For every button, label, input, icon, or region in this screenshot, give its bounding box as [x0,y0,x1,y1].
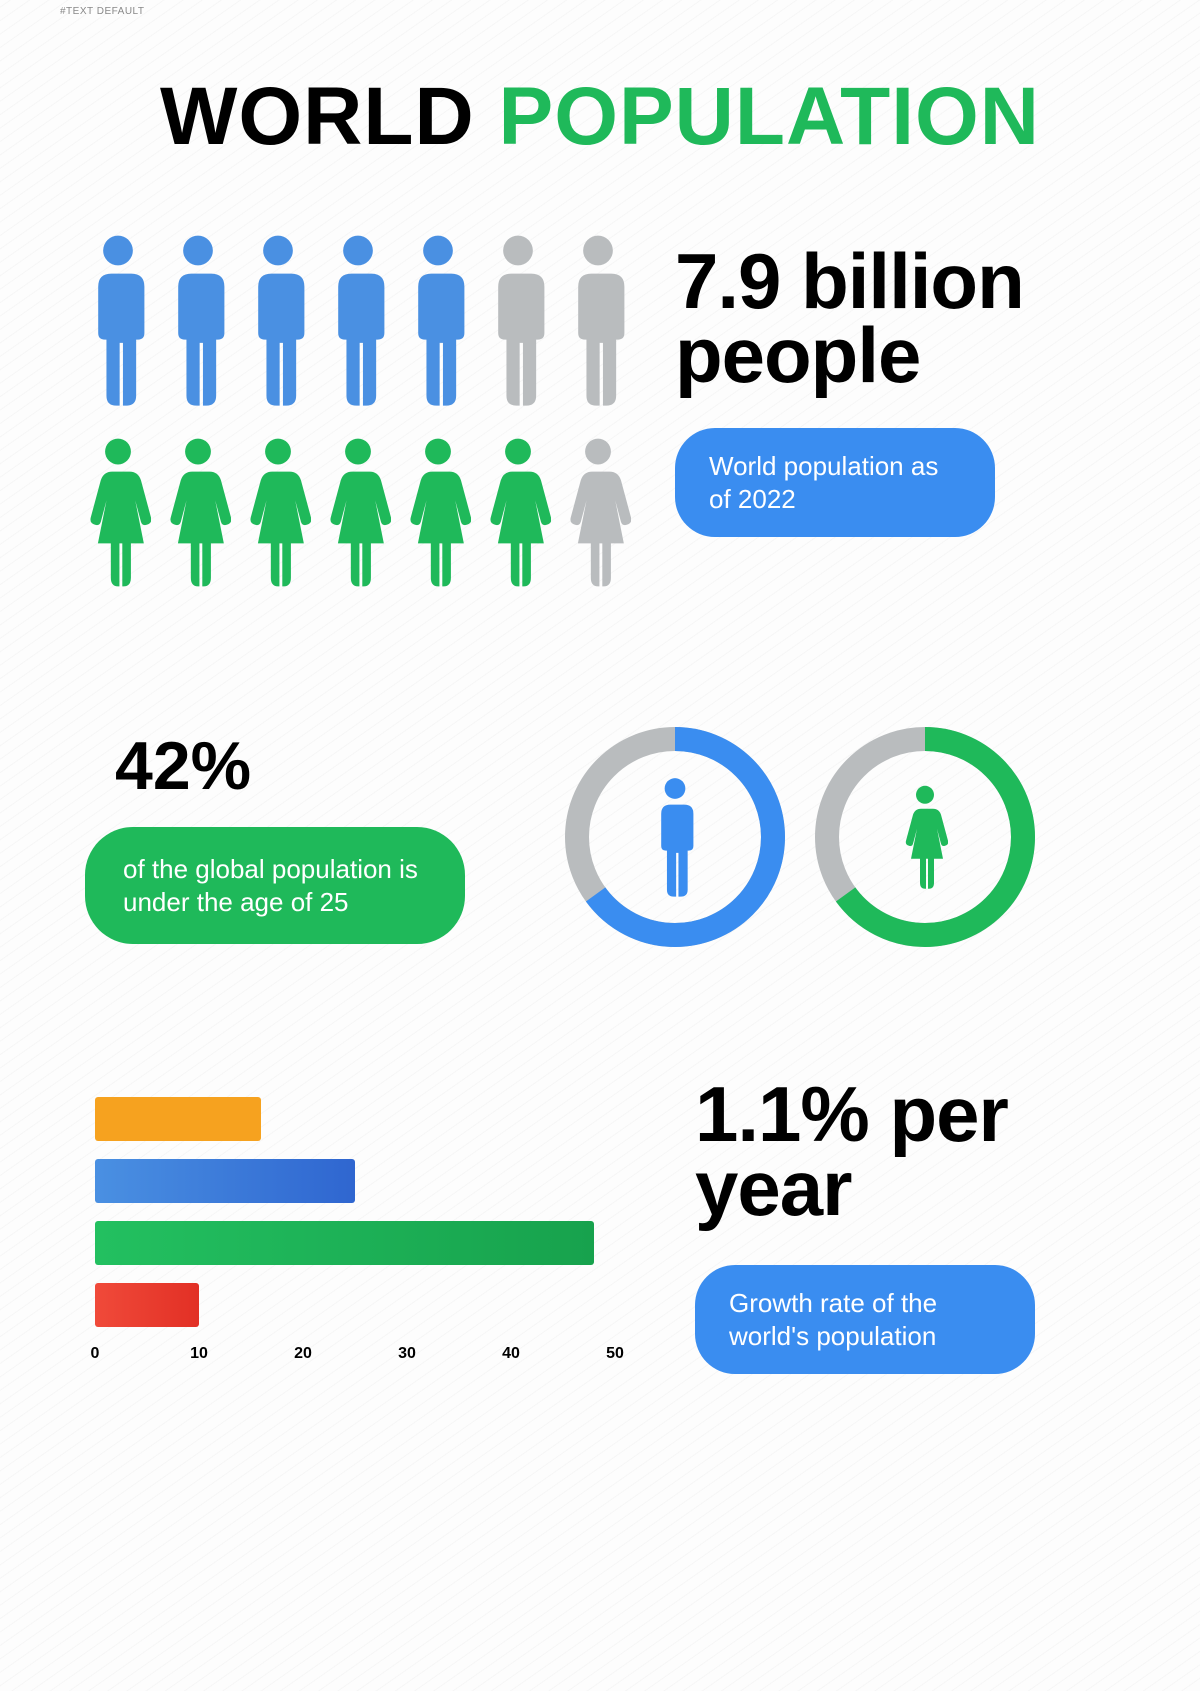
person-male-icon [85,234,151,406]
page-title: WORLD POPULATION [85,70,1115,164]
title-word-1: WORLD [160,71,475,162]
person-female-icon [325,426,391,598]
person-male-icon [245,234,311,406]
person-female-icon [245,426,311,598]
person-male-icon [565,234,631,406]
watermark-text: #TEXT DEFAULT [60,6,144,17]
growth-figure-line1: 1.1% per [695,1077,1115,1151]
person-female-icon [485,426,551,598]
person-male-icon [652,777,698,897]
section-growth-rate: 0 10 20 30 40 50 1.1% per year Growth rate of… [85,1077,1115,1374]
bar-chart: 0 10 20 30 40 50 [85,1077,645,1374]
growth-figure-line2: year [695,1151,1115,1225]
x-tick-40: 40 [502,1345,520,1363]
bar-3 [95,1283,199,1327]
bar-chart-x-axis: 0 10 20 30 40 50 [85,1345,645,1365]
under25-caption-pill: of the global population is under the ag… [85,827,465,944]
person-male-icon [405,234,471,406]
population-caption-pill: World population as of 2022 [675,428,995,537]
growth-figure: 1.1% per year [695,1077,1115,1225]
growth-stat: 1.1% per year Growth rate of the world's… [695,1077,1115,1374]
section-population-total: 7.9 billion people World population as o… [85,234,1115,617]
donut-center-icon-female [815,727,1035,947]
bar-2 [95,1221,594,1265]
donut-male [565,727,785,947]
population-figure-line2: people [675,318,1115,392]
under25-percent: 42% [115,727,525,805]
donut-center-icon-male [565,727,785,947]
person-female-icon [85,426,151,598]
x-tick-20: 20 [294,1345,312,1363]
person-female-icon [902,777,948,897]
growth-caption-pill: Growth rate of the world's population [695,1265,1035,1374]
x-tick-30: 30 [398,1345,416,1363]
person-female-icon [405,426,471,598]
bar-1 [95,1159,355,1203]
population-figure-line1: 7.9 billion [675,244,1115,318]
donut-female [815,727,1035,947]
donut-charts [565,727,1035,947]
person-female-icon [565,426,631,598]
person-male-icon [485,234,551,406]
x-tick-50: 50 [606,1345,624,1363]
x-tick-0: 0 [91,1345,100,1363]
people-pictogram [85,234,645,617]
person-female-icon [165,426,231,598]
section-under-25: 42% of the global population is under th… [85,727,1115,947]
bar-0 [95,1097,261,1141]
person-male-icon [325,234,391,406]
x-tick-10: 10 [190,1345,208,1363]
under25-stat: 42% of the global population is under th… [85,727,525,944]
pictogram-female-row [85,426,645,598]
person-male-icon [165,234,231,406]
title-word-2: POPULATION [499,71,1040,162]
pictogram-male-row [85,234,645,406]
population-stat: 7.9 billion people World population as o… [675,234,1115,617]
population-figure: 7.9 billion people [675,244,1115,392]
infographic-page: WORLD POPULATION [0,0,1200,1434]
bar-chart-bars [95,1097,645,1327]
